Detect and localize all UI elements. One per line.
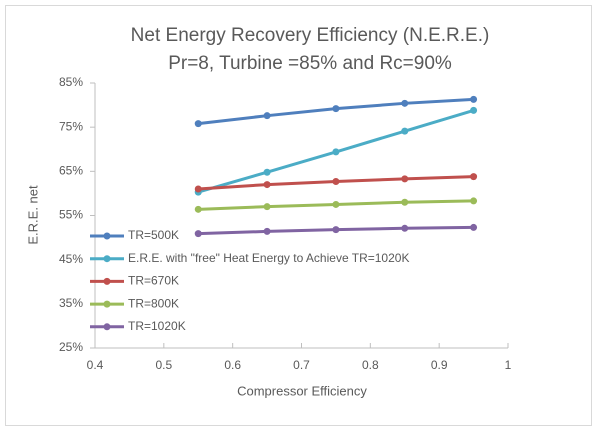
data-point: [470, 197, 478, 205]
x-tick-label: 0.6: [224, 358, 241, 372]
legend-label: TR=800K: [128, 296, 179, 310]
x-axis-label: Compressor Efficiency: [237, 383, 367, 398]
legend-marker: [103, 277, 111, 285]
chart-subtitle: Pr=8, Turbine =85% and Rc=90%: [168, 53, 452, 74]
data-point: [332, 177, 340, 185]
data-point: [194, 120, 202, 128]
data-point: [470, 95, 478, 103]
legend-label: TR=1020K: [128, 319, 186, 333]
chart-title: Net Energy Recovery Efficiency (N.E.R.E.…: [131, 25, 490, 46]
data-point: [401, 99, 409, 107]
legend-label: TR=670K: [128, 274, 179, 288]
x-tick-label: 0.5: [155, 358, 172, 372]
y-tick-label: 35%: [59, 296, 83, 310]
y-tick-label: 85%: [59, 75, 83, 89]
legend-label: E.R.E. with "free" Heat Energy to Achiev…: [128, 251, 409, 265]
data-point: [194, 185, 202, 193]
data-point: [332, 200, 340, 208]
chart-border: [5, 5, 592, 426]
x-tick-label: 0.8: [362, 358, 379, 372]
data-point: [401, 198, 409, 206]
data-point: [470, 106, 478, 114]
data-point: [470, 173, 478, 181]
data-point: [332, 148, 340, 156]
legend-marker: [103, 300, 111, 308]
x-tick-label: 0.4: [87, 358, 104, 372]
data-point: [401, 127, 409, 135]
y-tick-label: 45%: [59, 252, 83, 266]
x-tick-label: 0.9: [431, 358, 448, 372]
data-point: [401, 224, 409, 232]
y-tick-label: 55%: [59, 208, 83, 222]
data-point: [332, 226, 340, 234]
data-point: [263, 168, 271, 176]
data-point: [194, 205, 202, 213]
y-axis-label: E.R.E. net: [25, 185, 40, 245]
legend-marker: [103, 255, 111, 263]
y-tick-label: 75%: [59, 119, 83, 133]
data-point: [470, 223, 478, 231]
data-point: [401, 175, 409, 183]
data-point: [263, 181, 271, 189]
data-point: [332, 105, 340, 113]
x-tick-label: 0.7: [293, 358, 310, 372]
data-point: [263, 112, 271, 120]
y-tick-label: 65%: [59, 164, 83, 178]
x-tick-label: 1: [505, 358, 512, 372]
legend-marker: [103, 323, 111, 331]
data-point: [263, 227, 271, 235]
data-point: [194, 230, 202, 238]
legend-label: TR=500K: [128, 228, 179, 242]
y-tick-label: 25%: [59, 340, 83, 354]
legend-marker: [103, 232, 111, 240]
data-point: [263, 203, 271, 211]
